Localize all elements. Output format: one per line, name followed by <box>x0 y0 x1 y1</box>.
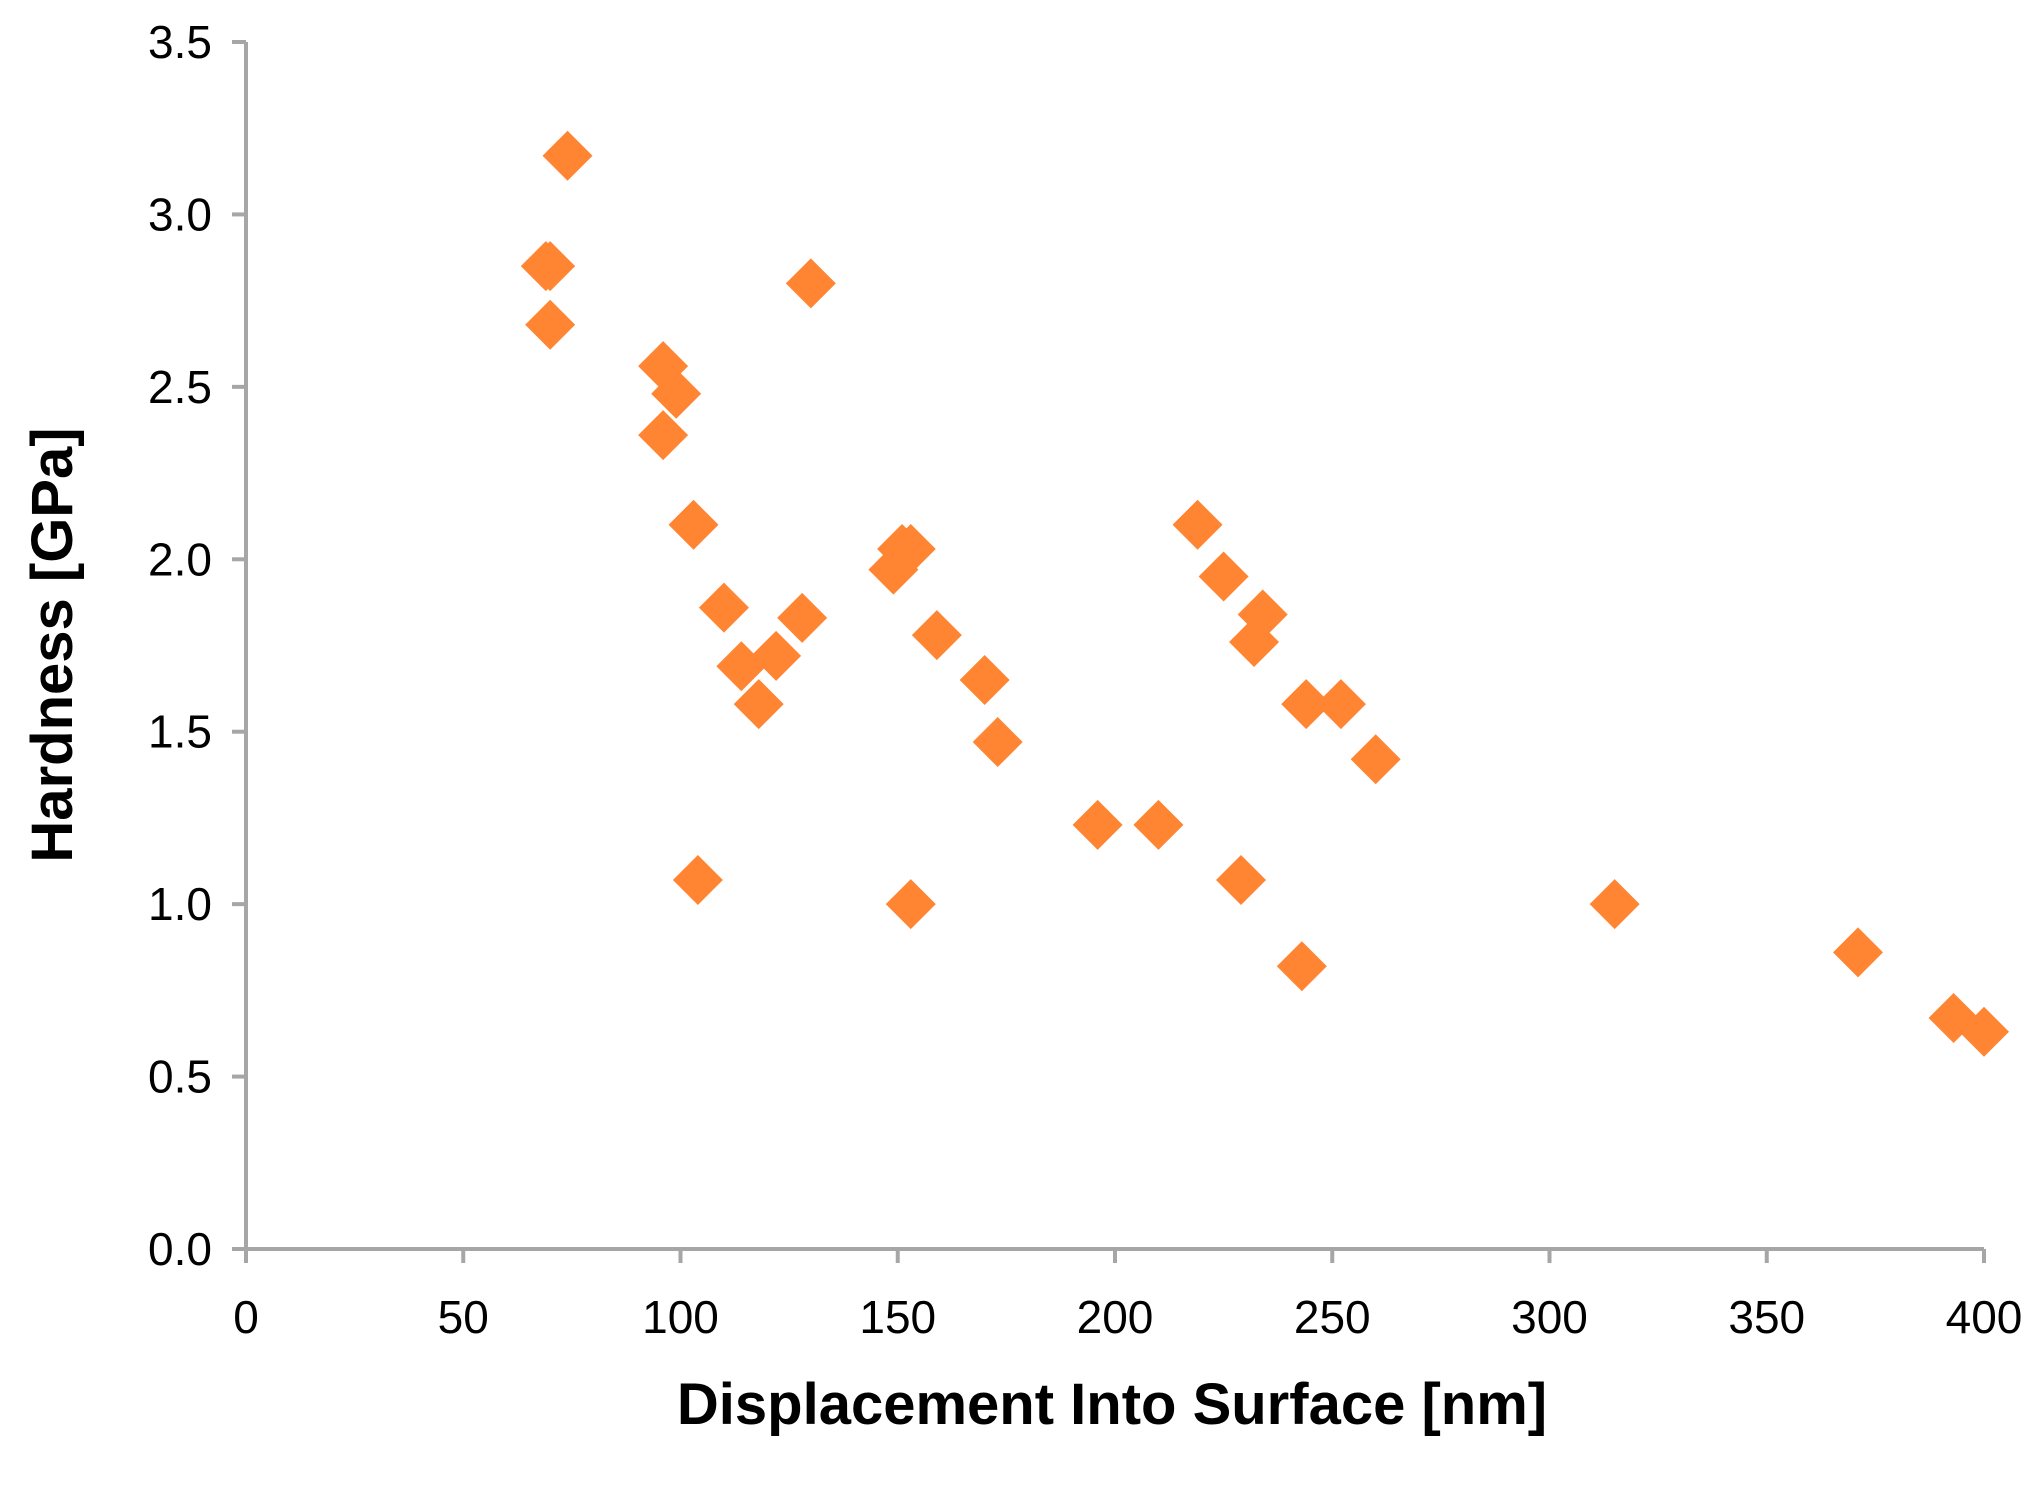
x-tick-label: 400 <box>1946 1291 2023 1343</box>
tick-labels: 0.0 0.5 1.0 1.5 2.0 2.5 3.0 3.5 0 50 100 150 200 250 3… <box>148 16 2022 1343</box>
x-tick-label: 0 <box>233 1291 259 1343</box>
data-point <box>911 610 962 661</box>
data-point <box>668 499 719 550</box>
x-tick-label: 200 <box>1077 1291 1154 1343</box>
data-point <box>1315 679 1366 730</box>
data-point <box>525 299 576 350</box>
data-point <box>698 582 749 633</box>
data-point <box>1216 855 1267 906</box>
y-tick-label: 2.0 <box>148 533 212 585</box>
x-tick-label: 300 <box>1511 1291 1588 1343</box>
data-point <box>1832 927 1883 978</box>
data-point <box>1281 679 1332 730</box>
data-point <box>885 523 936 574</box>
data-point <box>542 130 593 181</box>
axes <box>232 40 1986 1263</box>
x-tick-label: 350 <box>1728 1291 1805 1343</box>
data-point <box>1276 941 1327 992</box>
data-point <box>672 855 723 906</box>
y-tick-label: 3.0 <box>148 188 212 240</box>
data-points <box>520 130 2009 1057</box>
data-point <box>1350 734 1401 785</box>
data-point <box>1172 499 1223 550</box>
x-tick-label: 150 <box>859 1291 936 1343</box>
data-point <box>972 717 1023 768</box>
data-point <box>525 241 576 292</box>
data-point <box>959 654 1010 705</box>
data-point <box>1589 879 1640 930</box>
x-tick-label: 250 <box>1294 1291 1371 1343</box>
data-point <box>785 258 836 309</box>
x-axis-title: Displacement Into Surface [nm] <box>677 1372 1547 1437</box>
data-point <box>1133 799 1184 850</box>
x-tick-label: 100 <box>642 1291 719 1343</box>
data-point <box>1237 589 1288 640</box>
data-point <box>1198 551 1249 602</box>
data-point <box>751 630 802 681</box>
y-tick-label: 1.0 <box>148 878 212 930</box>
y-tick-label: 1.5 <box>148 706 212 758</box>
data-point <box>1072 799 1123 850</box>
data-point <box>885 879 936 930</box>
y-tick-label: 0.5 <box>148 1051 212 1103</box>
y-axis-title: Hardness [GPa] <box>20 427 85 862</box>
y-tick-label: 2.5 <box>148 361 212 413</box>
data-point <box>651 368 702 419</box>
data-point <box>733 679 784 730</box>
y-tick-label: 3.5 <box>148 16 212 68</box>
data-point <box>638 410 689 461</box>
data-point <box>1959 1006 2009 1057</box>
y-tick-label: 0.0 <box>148 1223 212 1275</box>
x-tick-label: 50 <box>438 1291 489 1343</box>
data-point <box>777 592 828 643</box>
